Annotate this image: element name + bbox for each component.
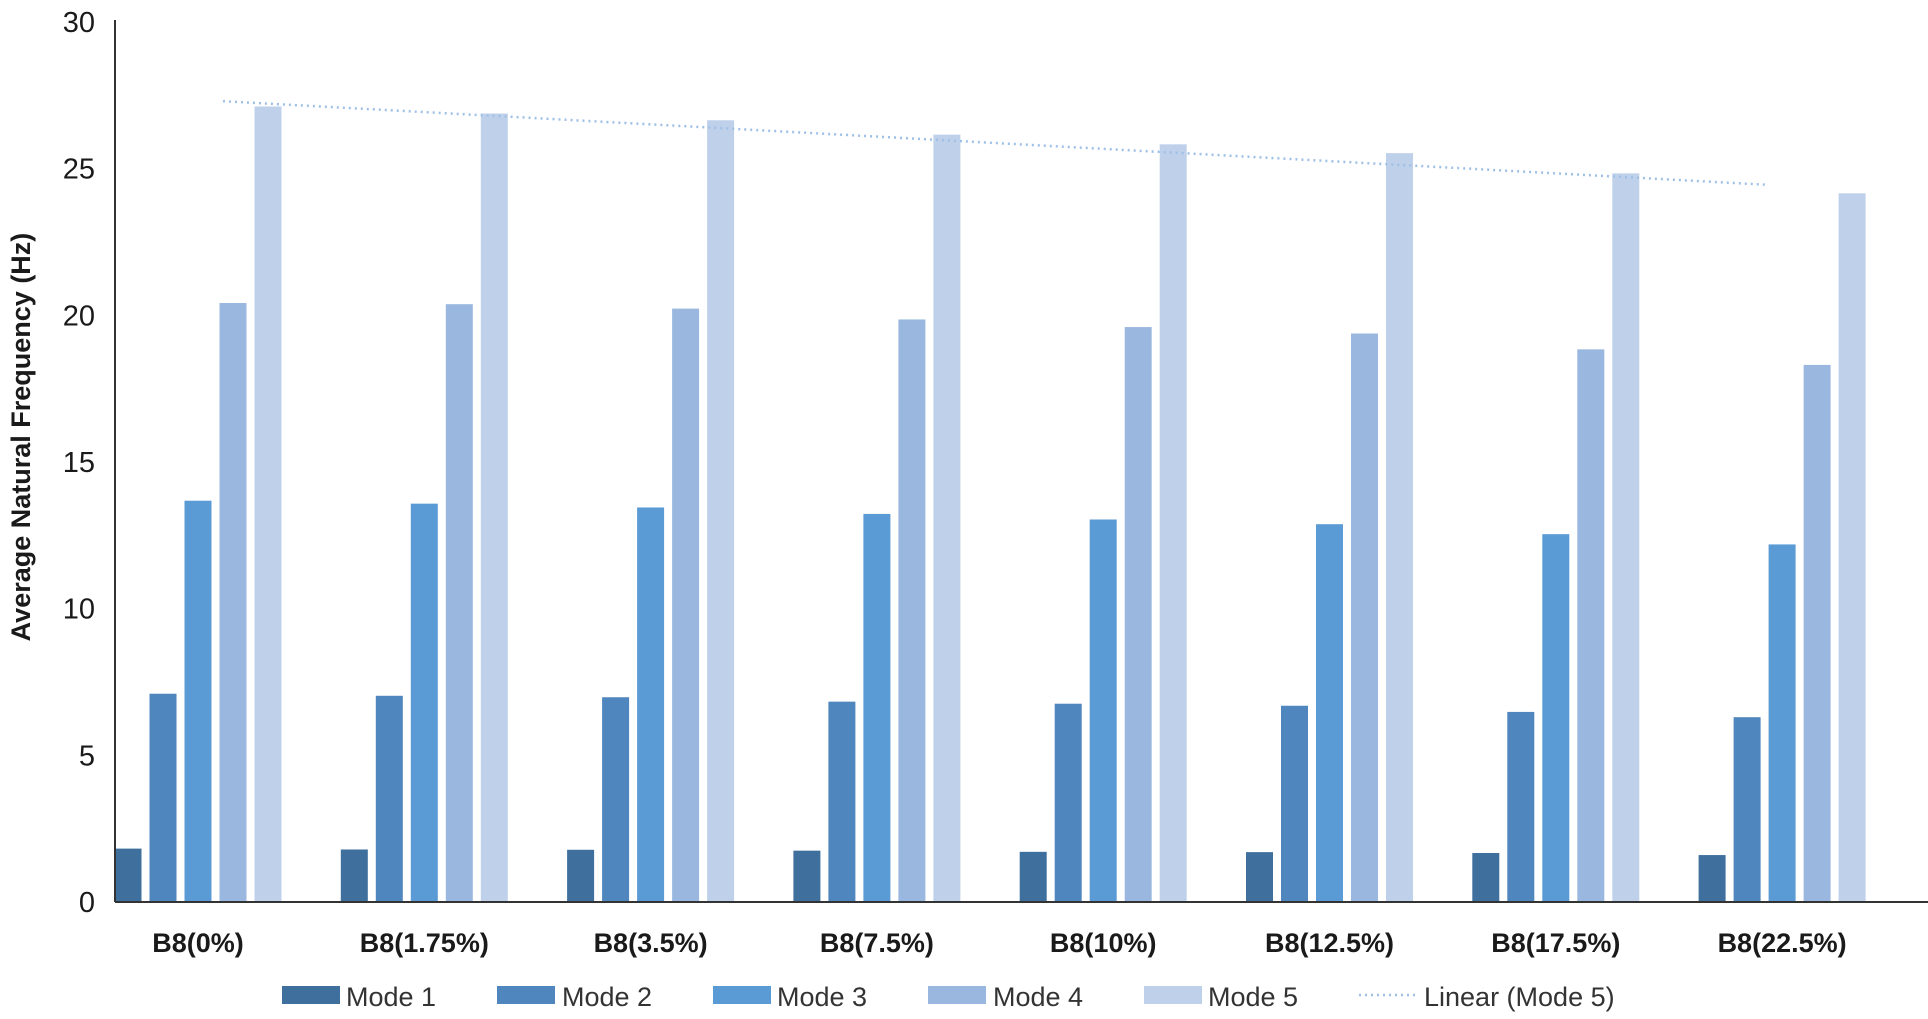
bar-mode-1-7 [1698,855,1726,902]
bar-mode-5-1 [480,113,508,902]
y-tick-label: 30 [63,7,95,39]
legend-swatch-1 [282,986,340,1004]
y-tick-label: 20 [63,300,95,332]
trendline-layer [222,99,1768,187]
bar-mode-3-3 [863,513,891,902]
bar-mode-3-1 [410,503,438,902]
x-tick-label: B8(7.5%) [820,928,934,958]
bar-mode-1-1 [340,849,368,902]
y-tick-label: 5 [79,740,95,772]
bar-mode-1-5 [1246,852,1273,902]
y-tick-label: 0 [79,887,95,919]
bar-mode-5-3 [933,134,961,902]
legend-label: Mode 5 [1208,982,1298,1012]
bar-mode-4-6 [1577,349,1605,902]
x-tick-label: B8(10%) [1050,928,1157,958]
x-tick-label: B8(22.5%) [1718,928,1847,958]
y-axis-title: Average Natural Frequency (Hz) [6,233,36,642]
bar-mode-1-0 [114,848,142,902]
bar-mode-3-2 [637,507,665,902]
bar-mode-4-2 [672,308,700,902]
bar-mode-1-2 [567,849,595,902]
trendline-mode-5 [222,99,1768,187]
bar-mode-4-5 [1351,333,1378,902]
x-tick-label: B8(0%) [152,928,244,958]
legend-label: Mode 4 [993,982,1083,1012]
x-tick-label: B8(3.5%) [594,928,708,958]
y-tick-label: 10 [63,594,95,626]
x-axis-labels: B8(0%) B8(1.75%) B8(3.5%) B8(7.5%) B8(10%) B8… [152,928,1846,958]
bar-mode-5-7 [1838,193,1866,903]
legend-swatch-2 [497,986,555,1004]
bar-mode-5-5 [1386,153,1413,902]
bar-mode-5-0 [254,106,282,903]
bar-mode-4-7 [1803,364,1831,902]
y-tick-label: 15 [63,447,95,479]
x-tick-label: B8(17.5%) [1491,928,1620,958]
legend-swatch-5 [1144,986,1202,1004]
bar-mode-1-6 [1472,853,1500,902]
x-tick-label: B8(12.5%) [1265,928,1394,958]
bar-mode-3-4 [1089,519,1117,902]
legend-swatch-4 [928,986,986,1004]
legend-swatch-3 [713,986,771,1004]
bar-mode-4-0 [219,303,247,903]
bar-mode-2-3 [828,701,856,902]
bar-mode-5-4 [1159,144,1187,902]
bar-mode-3-5 [1316,524,1343,902]
bar-mode-4-4 [1124,327,1152,903]
bar-mode-5-2 [707,120,735,903]
legend-label: Linear (Mode 5) [1424,982,1615,1012]
bar-mode-4-3 [898,319,926,902]
bar-mode-1-4 [1019,851,1047,902]
bar-mode-2-1 [375,695,403,902]
bar-mode-3-7 [1768,544,1796,902]
bar-mode-3-6 [1542,534,1570,902]
legend-label: Mode 2 [562,982,652,1012]
y-tick-label: 25 [63,154,95,186]
x-tick-label: B8(1.75%) [360,928,489,958]
bar-mode-4-1 [445,304,473,903]
y-axis-ticks: 0 5 10 15 20 25 30 [63,7,95,919]
bar-mode-3-0 [184,500,212,902]
legend-label: Mode 1 [346,982,436,1012]
bar-mode-1-3 [793,850,821,902]
bar-mode-2-0 [149,693,177,902]
legend: Mode 1 Mode 2 Mode 3 Mode 4 Mode 5 Linear (Mo… [282,982,1615,1012]
bar-mode-2-2 [602,697,630,902]
bars-layer [114,106,1866,903]
bar-mode-2-5 [1281,705,1308,902]
bar-mode-2-4 [1054,703,1082,902]
bar-mode-5-6 [1612,173,1640,903]
legend-label: Mode 3 [777,982,867,1012]
bar-mode-2-6 [1507,711,1535,902]
bar-mode-2-7 [1733,717,1761,902]
